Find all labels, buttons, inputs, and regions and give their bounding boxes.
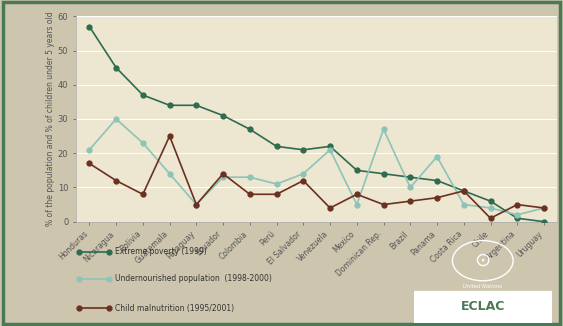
Text: Child malnutrition (1995/2001): Child malnutrition (1995/2001): [115, 304, 234, 313]
Text: Undernourished population  (1998-2000): Undernourished population (1998-2000): [115, 274, 272, 283]
Text: Extreme poverty (1999): Extreme poverty (1999): [115, 247, 207, 256]
Text: United Nations: United Nations: [463, 284, 502, 289]
Y-axis label: % of the population and % of children under 5 years old: % of the population and % of children un…: [46, 12, 55, 226]
Bar: [414, 291, 552, 323]
Text: ⊙: ⊙: [475, 251, 491, 270]
Text: ECLAC: ECLAC: [461, 300, 505, 313]
